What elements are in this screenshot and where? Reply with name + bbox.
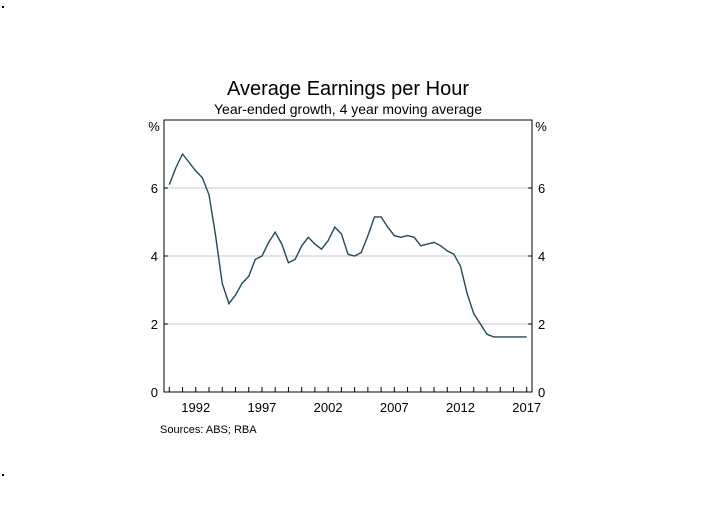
corner-mark-bottom xyxy=(2,474,4,476)
x-tick-label-2012: 2012 xyxy=(446,400,475,415)
y-tick-label-left-2: 2 xyxy=(151,317,158,332)
chart-subtitle: Year-ended growth, 4 year moving average xyxy=(214,101,482,117)
left-y-axis: 0 2 4 6 xyxy=(151,181,168,400)
x-tick-label-2002: 2002 xyxy=(314,400,343,415)
y-tick-label-left-6: 6 xyxy=(151,181,158,196)
series-line-earnings xyxy=(168,152,527,338)
right-y-unit: % xyxy=(535,119,547,134)
y-tick-label-left-0: 0 xyxy=(151,385,158,400)
y-tick-label-left-4: 4 xyxy=(151,249,158,264)
source-note: Sources: ABS; RBA xyxy=(160,424,257,436)
gridlines xyxy=(164,187,532,325)
chart-title: Average Earnings per Hour xyxy=(227,78,469,100)
y-tick-label-right-2: 2 xyxy=(538,317,545,332)
x-tick-label-1992: 1992 xyxy=(181,400,210,415)
y-tick-label-right-6: 6 xyxy=(538,181,545,196)
x-tick-label-2007: 2007 xyxy=(380,400,409,415)
plot-frame xyxy=(163,119,533,393)
left-y-unit: % xyxy=(148,119,160,134)
x-tick-label-2017: 2017 xyxy=(512,400,541,415)
x-axis: 1992 1997 2002 2007 2012 2017 xyxy=(168,387,541,415)
y-tick-label-right-4: 4 xyxy=(538,249,545,264)
corner-mark-top xyxy=(2,6,4,8)
right-y-axis: 0 2 4 6 xyxy=(528,181,545,400)
y-tick-label-right-0: 0 xyxy=(538,385,545,400)
x-tick-label-1997: 1997 xyxy=(247,400,276,415)
